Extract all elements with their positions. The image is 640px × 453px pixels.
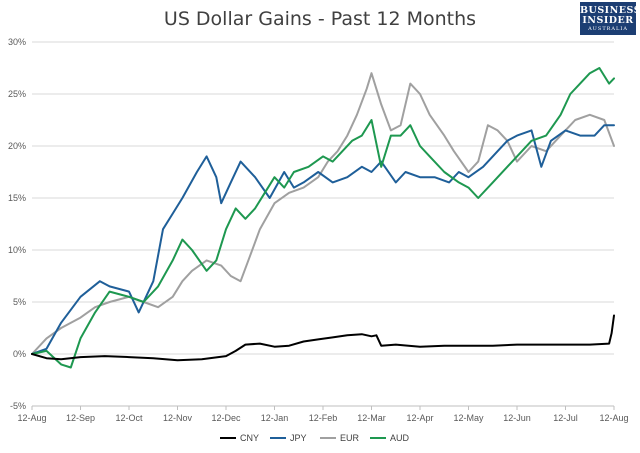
legend-label-jpy: JPY: [290, 433, 307, 443]
x-tick-label: 12-Nov: [163, 413, 193, 423]
x-tick-label: 12-May: [453, 413, 484, 423]
y-tick-label: -5%: [10, 401, 26, 411]
y-tick-label: 25%: [8, 89, 26, 99]
y-tick-label: 15%: [8, 193, 26, 203]
x-axis-ticks: 12-Aug 12-Sep 12-Oct 12-Nov 12-Dec 12-Jan 12-F…: [17, 406, 629, 423]
x-tick-label: 12-Aug: [17, 413, 46, 423]
legend-label-cny: CNY: [240, 433, 259, 443]
logo-line3: AUSTRALIA: [588, 26, 628, 32]
y-tick-label: 20%: [8, 141, 26, 151]
x-tick-label: 12-Apr: [406, 413, 433, 423]
y-tick-label: 30%: [8, 37, 26, 47]
series-line-aud: [31, 67, 615, 369]
y-tick-label: 5%: [13, 297, 26, 307]
series-line-cny: [31, 314, 615, 362]
series-line-eur: [31, 72, 615, 355]
x-tick-label: 12-Jan: [261, 413, 289, 423]
x-tick-label: 12-Dec: [211, 413, 241, 423]
x-tick-label: 12-Sep: [66, 413, 95, 423]
y-tick-label: 10%: [8, 245, 26, 255]
logo-line2: INSIDER: [582, 15, 634, 26]
y-axis-ticks: -5% 0% 5% 10% 15% 20% 25% 30%: [8, 37, 26, 411]
x-tick-label: 12-Jul: [553, 413, 578, 423]
series-line-jpy: [31, 124, 615, 355]
chart-title: US Dollar Gains - Past 12 Months: [163, 8, 477, 30]
legend-label-aud: AUD: [390, 433, 410, 443]
x-tick-label: 12-Mar: [357, 413, 386, 423]
legend-label-eur: EUR: [340, 433, 360, 443]
x-tick-label: 12-Aug: [599, 413, 628, 423]
x-tick-label: 12-Feb: [309, 413, 338, 423]
y-tick-label: 0%: [13, 349, 26, 359]
series-lines: [31, 67, 615, 369]
x-tick-label: 12-Jun: [503, 413, 531, 423]
business-insider-logo: BUSINESS INSIDER AUSTRALIA: [580, 2, 640, 35]
logo-line1: BUSINESS: [580, 5, 640, 16]
gridlines: [32, 41, 614, 407]
x-tick-label: 12-Oct: [115, 413, 143, 423]
legend: CNY JPY EUR AUD: [220, 433, 410, 443]
